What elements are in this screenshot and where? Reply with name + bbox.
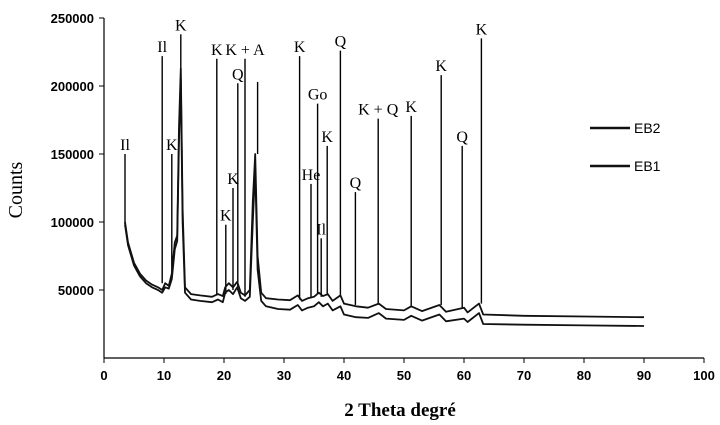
axis-ticks: 0 10 20 30 40 50 60 70 80 90 100 50000 100000 150000 2… [51,11,715,383]
peak-label: K [435,58,447,75]
y-tick-label: 50000 [58,283,94,298]
peak-label: He [302,167,321,184]
x-tick-label: 50 [397,368,411,383]
x-tick-label: 70 [517,368,531,383]
series-line-eb1 [124,78,645,327]
y-tick-label: 100000 [51,215,94,230]
x-tick-label: 80 [577,368,591,383]
legend: EB2 EB1 [590,120,661,174]
peak-label: Il [120,137,130,154]
legend-label: EB2 [634,120,661,136]
peak-label: K [175,17,187,34]
peak-label: Go [308,87,328,104]
y-tick-label: 250000 [51,11,94,26]
peak-label: K [476,21,488,38]
y-tick-label: 200000 [51,79,94,94]
peak-label: K [321,129,333,146]
axes [103,18,704,359]
peak-label: K + Q [358,102,399,119]
y-axis-title: Counts [5,161,27,218]
x-tick-label: 40 [337,368,351,383]
x-tick-label: 10 [157,368,171,383]
x-axis-title: 2 Theta degré [344,400,456,421]
peak-label: K [227,171,239,188]
peak-label: Q [232,66,244,83]
peak-label: K [220,208,232,225]
y-tick-label: 150000 [51,147,94,162]
peak-label: Q [456,129,468,146]
peak-label: Il [157,39,167,56]
peak-label: K + A [225,42,265,59]
x-tick-label: 100 [693,368,715,383]
x-tick-label: 90 [637,368,651,383]
legend-label: EB1 [634,158,661,174]
peak-label: K [211,42,223,59]
peak-label: Q [350,175,362,192]
peak-label: Q [335,34,347,51]
peak-label: K [294,39,306,56]
peak-label: Il [316,221,326,238]
x-tick-label: 20 [217,368,231,383]
series-lines [124,67,645,327]
x-tick-label: 60 [457,368,471,383]
peak-label: K [405,99,417,116]
x-tick-label: 30 [277,368,291,383]
peak-label: K [166,137,178,154]
x-tick-label: 0 [100,368,107,383]
